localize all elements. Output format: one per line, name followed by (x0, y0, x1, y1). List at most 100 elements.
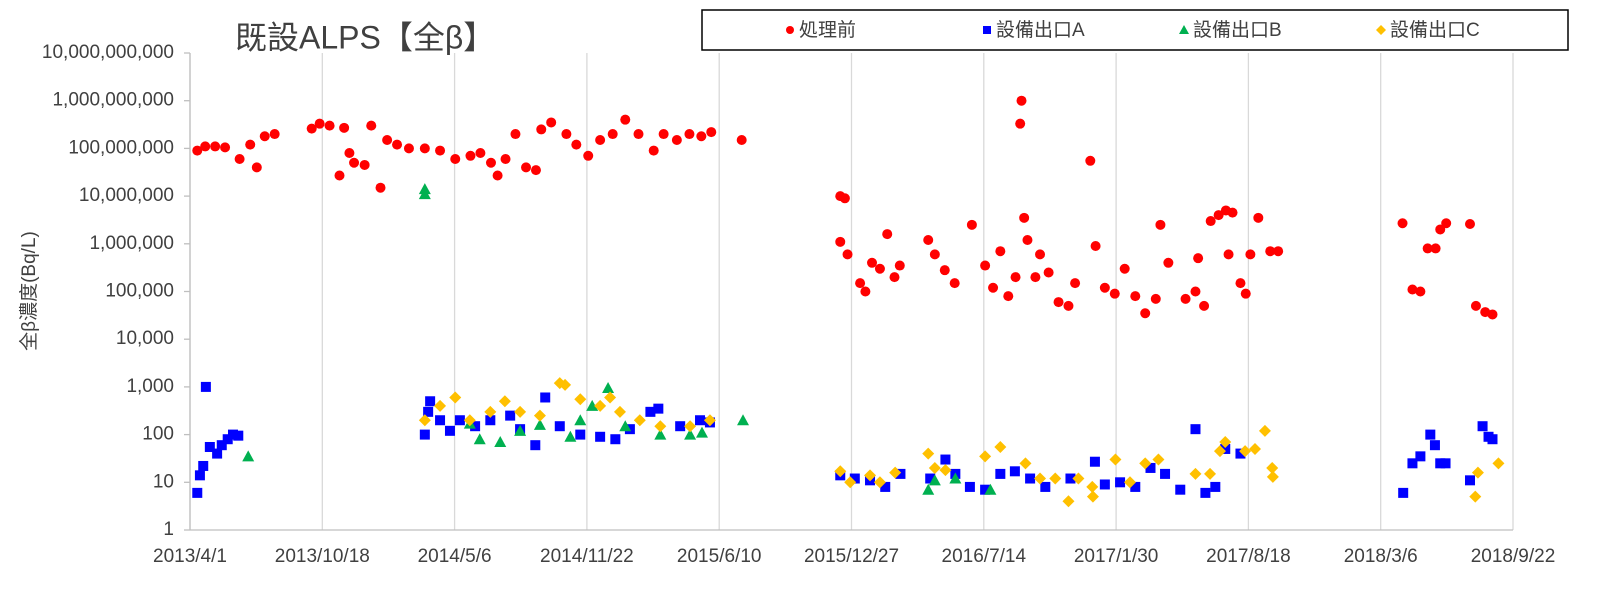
y-tick-label: 1,000,000,000 (52, 90, 174, 111)
data-point (873, 476, 886, 489)
data-point (212, 448, 223, 459)
data-point (403, 143, 414, 154)
data-point (1070, 278, 1081, 289)
data-point (1469, 490, 1482, 503)
y-tick-label: 10 (153, 471, 174, 492)
data-point (966, 219, 977, 230)
y-tick-label: 100,000,000 (68, 137, 174, 158)
data-point (1407, 284, 1418, 295)
data-point (1249, 442, 1262, 455)
data-point (324, 120, 335, 131)
x-tick-label: 2015/12/27 (804, 546, 899, 567)
data-point (1253, 212, 1264, 223)
data-point (1155, 219, 1166, 230)
legend-marker (1179, 25, 1189, 34)
data-point (980, 260, 991, 271)
data-point (1190, 424, 1201, 435)
data-point (653, 403, 664, 414)
x-tick-label: 2018/9/22 (1471, 546, 1556, 567)
data-point (1030, 272, 1041, 283)
data-point (216, 440, 227, 451)
data-point (675, 421, 686, 432)
data-point (1235, 448, 1246, 459)
data-point (419, 429, 430, 440)
data-point (610, 434, 621, 445)
data-point (1063, 300, 1074, 311)
data-point (470, 421, 481, 432)
data-point (1200, 487, 1211, 498)
data-point (737, 414, 750, 426)
data-point (923, 235, 934, 246)
y-tick-label: 10,000,000,000 (42, 42, 174, 63)
y-tick-label: 100,000 (105, 281, 174, 302)
data-point (1429, 440, 1440, 451)
data-point (450, 153, 461, 164)
data-point (1090, 240, 1101, 251)
data-point (1065, 473, 1076, 484)
legend-marker (786, 26, 794, 34)
data-point (1213, 210, 1224, 221)
data-point (1040, 481, 1051, 492)
legend-label: 設備出口C (1390, 19, 1480, 41)
data-point (1189, 467, 1202, 480)
data-point (835, 236, 846, 247)
data-point (1425, 429, 1436, 440)
data-point (1109, 288, 1120, 299)
x-tick-label: 2015/6/10 (677, 546, 762, 567)
data-point (939, 265, 950, 276)
data-point (1205, 216, 1216, 227)
data-point (475, 148, 486, 159)
data-point (654, 420, 667, 433)
data-point (995, 246, 1006, 257)
data-point (988, 282, 999, 293)
data-point (849, 473, 860, 484)
data-point (922, 447, 935, 460)
data-point (1099, 479, 1110, 490)
data-point (444, 425, 455, 436)
data-point (895, 468, 906, 479)
data-point (658, 129, 669, 140)
data-point (949, 472, 962, 484)
data-point (200, 381, 211, 392)
data-point (696, 426, 709, 438)
data-point (234, 153, 245, 164)
data-point (200, 141, 211, 152)
x-tick-label: 2018/3/6 (1344, 546, 1418, 567)
data-point (684, 420, 697, 433)
data-point (220, 142, 231, 153)
data-point (1435, 458, 1446, 469)
data-point (484, 405, 497, 418)
data-point (423, 406, 434, 417)
data-point (671, 135, 682, 146)
data-point (980, 484, 991, 495)
data-point (510, 129, 521, 140)
data-point (1199, 300, 1210, 311)
data-point (1123, 476, 1136, 489)
data-point (1085, 155, 1096, 166)
data-point (1440, 458, 1451, 469)
data-point (1223, 249, 1234, 260)
data-point (1072, 472, 1085, 485)
data-point (1470, 300, 1481, 311)
data-point (1016, 95, 1027, 106)
data-point (192, 145, 203, 156)
data-point (1009, 466, 1020, 477)
data-point (1034, 472, 1047, 485)
data-point (882, 229, 893, 240)
data-point (1130, 481, 1141, 492)
data-point (210, 141, 221, 152)
data-point (1415, 286, 1426, 297)
data-point (382, 135, 393, 146)
data-point (435, 145, 446, 156)
y-tick-label: 100 (142, 424, 174, 445)
data-point (984, 483, 997, 495)
data-point (889, 466, 902, 479)
data-point (894, 260, 905, 271)
y-tick-label: 10,000,000 (79, 185, 174, 206)
data-point (1145, 462, 1156, 473)
data-point (339, 122, 350, 133)
data-point (939, 464, 952, 477)
data-point (1150, 293, 1161, 304)
data-point (964, 481, 975, 492)
